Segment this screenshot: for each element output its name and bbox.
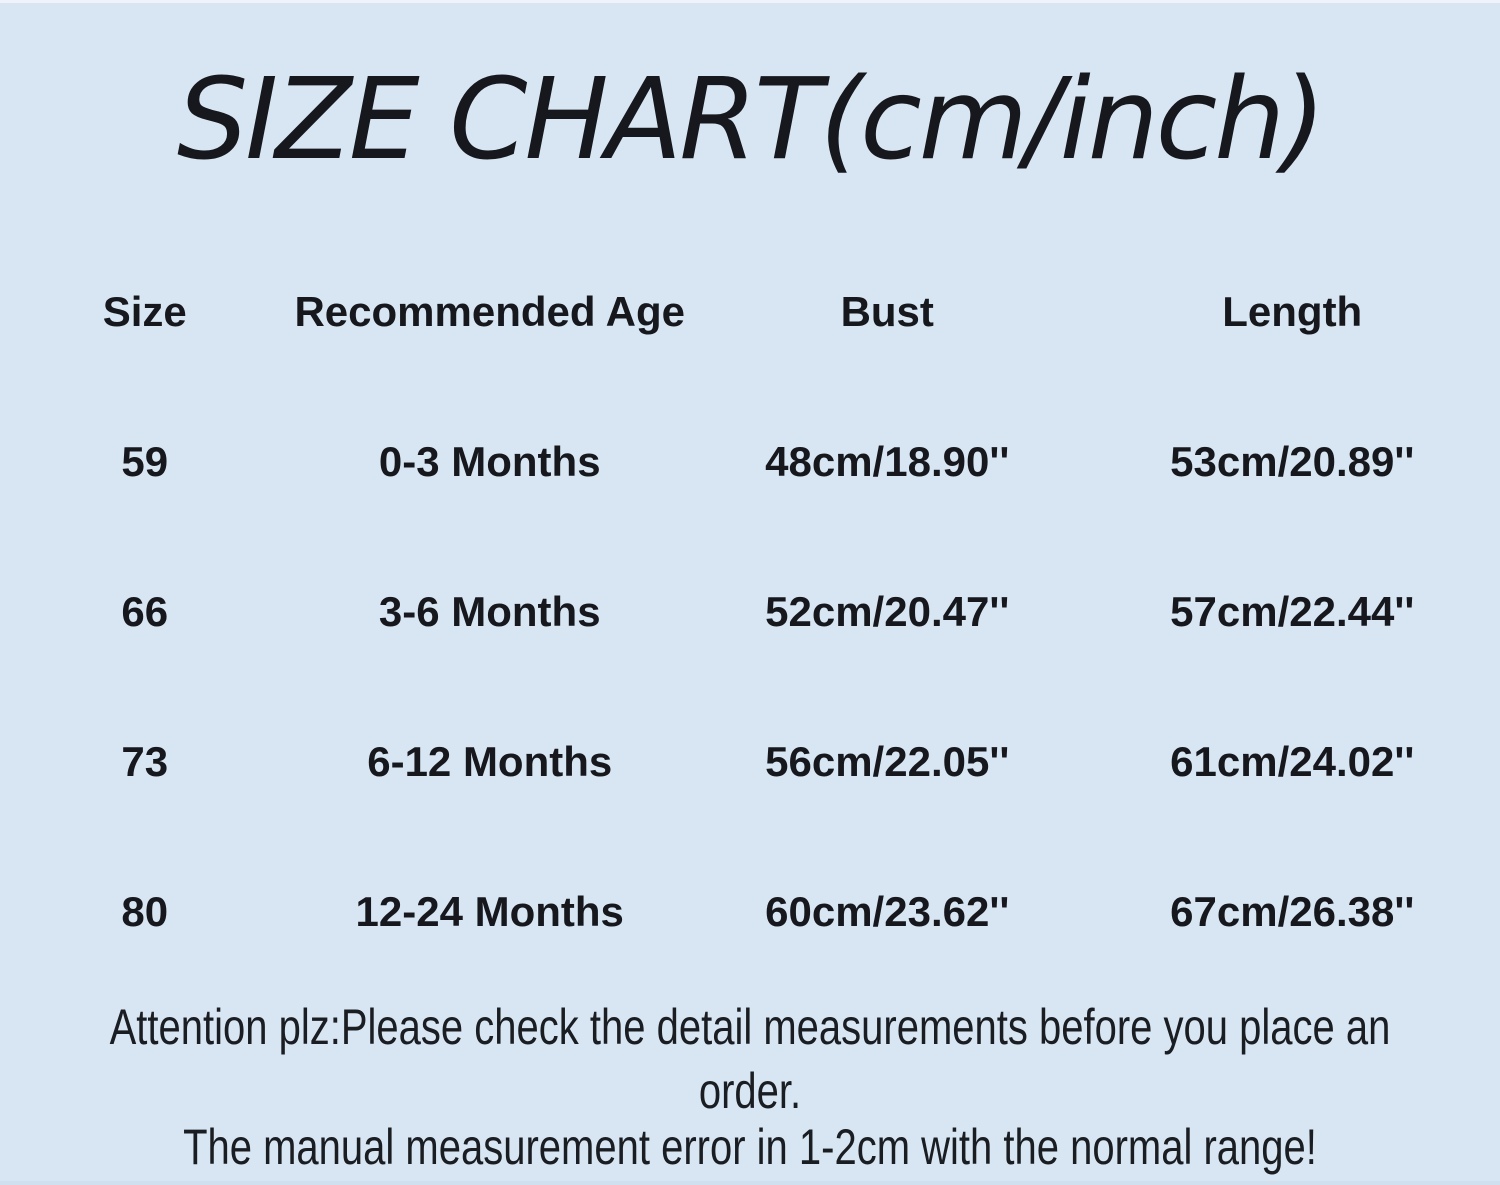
cell-age: 12-24 Months <box>355 888 624 935</box>
cell-length: 57cm/22.44'' <box>1170 588 1415 635</box>
size-table: Size Recommended Age Bust Length 59 0-3 … <box>0 237 1500 987</box>
table-row: 59 0-3 Months 48cm/18.90'' 53cm/20.89'' <box>0 387 1500 537</box>
cell-bust: 52cm/20.47'' <box>765 588 1010 635</box>
measurement-error-note: The manual measurement error in 1-2cm wi… <box>183 1119 1317 1175</box>
cell-length: 53cm/20.89'' <box>1170 438 1415 485</box>
footer-notes: Attention plz:Please check the detail me… <box>0 987 1500 1179</box>
cell-size: 59 <box>121 438 169 485</box>
col-header-length: Length <box>1222 288 1363 335</box>
table-row: 73 6-12 Months 56cm/22.05'' 61cm/24.02'' <box>0 687 1500 837</box>
cell-length: 61cm/24.02'' <box>1170 738 1415 785</box>
cell-age: 0-3 Months <box>378 438 601 485</box>
col-header-bust: Bust <box>840 288 934 335</box>
col-header-size: Size <box>102 288 187 335</box>
cell-bust: 48cm/18.90'' <box>765 438 1010 485</box>
page-title: SIZE CHART(cm/inch) <box>177 55 1326 185</box>
attention-note: Attention plz:Please check the detail me… <box>109 999 1391 1119</box>
cell-size: 80 <box>121 888 169 935</box>
cell-bust: 60cm/23.62'' <box>765 888 1010 935</box>
cell-length: 67cm/26.38'' <box>1170 888 1415 935</box>
cell-size: 73 <box>121 738 169 785</box>
table-row: 80 12-24 Months 60cm/23.62'' 67cm/26.38'… <box>0 837 1500 987</box>
cell-size: 66 <box>121 588 169 635</box>
col-header-age: Recommended Age <box>294 288 685 335</box>
cell-age: 3-6 Months <box>378 588 601 635</box>
cell-bust: 56cm/22.05'' <box>765 738 1010 785</box>
table-row: 66 3-6 Months 52cm/20.47'' 57cm/22.44'' <box>0 537 1500 687</box>
table-header-row: Size Recommended Age Bust Length <box>0 237 1500 387</box>
cell-age: 6-12 Months <box>367 738 613 785</box>
